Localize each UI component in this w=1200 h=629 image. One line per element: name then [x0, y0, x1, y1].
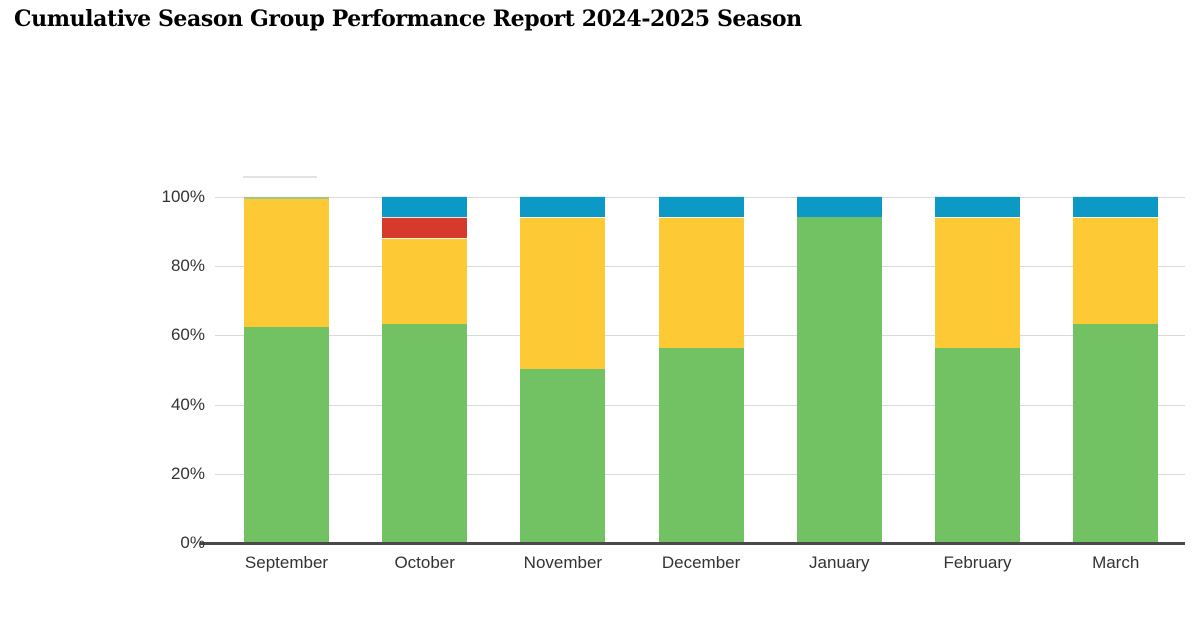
bar-december-green-segment[interactable] [658, 348, 744, 542]
y-tick-label-40pct: 40% [170, 394, 205, 414]
bar-march-green-segment[interactable] [1073, 324, 1159, 542]
september-top-sliver [244, 197, 329, 199]
bar-october-yellow-segment[interactable] [382, 237, 468, 325]
bar-october-blue-segment[interactable] [382, 196, 468, 217]
bar-october-green-segment[interactable] [382, 324, 468, 542]
bar-february-yellow-segment[interactable] [935, 216, 1020, 349]
y-tick-label-20pct: 20% [170, 463, 205, 483]
bar-january-green-segment[interactable] [796, 216, 882, 542]
bar-september-yellow-segment[interactable] [244, 196, 329, 328]
bar-march-blue-segment[interactable] [1073, 196, 1159, 217]
ghost-line-above-september [243, 176, 317, 178]
bar-october-red-segment[interactable] [382, 216, 468, 238]
y-tick-label-80pct: 80% [170, 256, 205, 276]
x-tick-label-december: December [661, 553, 741, 572]
chart-title: Cumulative Season Group Performance Repo… [14, 6, 802, 32]
x-axis-baseline [200, 542, 1185, 545]
bar-november-blue-segment[interactable] [520, 196, 606, 217]
bar-december-yellow-segment[interactable] [658, 216, 744, 349]
bar-november-yellow-segment[interactable] [520, 216, 606, 369]
y-tick-label-100pct: 100% [161, 187, 205, 206]
y-tick-label-60pct: 60% [170, 325, 205, 345]
x-tick-label-september: September [244, 553, 329, 572]
bar-january-blue-segment[interactable] [796, 196, 882, 217]
bar-september-green-segment[interactable] [244, 327, 329, 542]
bar-february-green-segment[interactable] [935, 348, 1020, 542]
x-tick-label-october: October [394, 553, 455, 572]
bar-march-yellow-segment[interactable] [1073, 216, 1159, 324]
x-tick-label-february: February [943, 553, 1012, 572]
bar-february-blue-segment[interactable] [935, 196, 1020, 217]
bar-november-green-segment[interactable] [520, 369, 606, 542]
x-tick-label-march: March [1092, 553, 1140, 572]
x-tick-label-january: January [809, 553, 870, 572]
x-tick-label-november: November [523, 553, 603, 572]
y-tick-label-0pct: 0% [180, 533, 205, 552]
bar-december-blue-segment[interactable] [658, 196, 744, 217]
